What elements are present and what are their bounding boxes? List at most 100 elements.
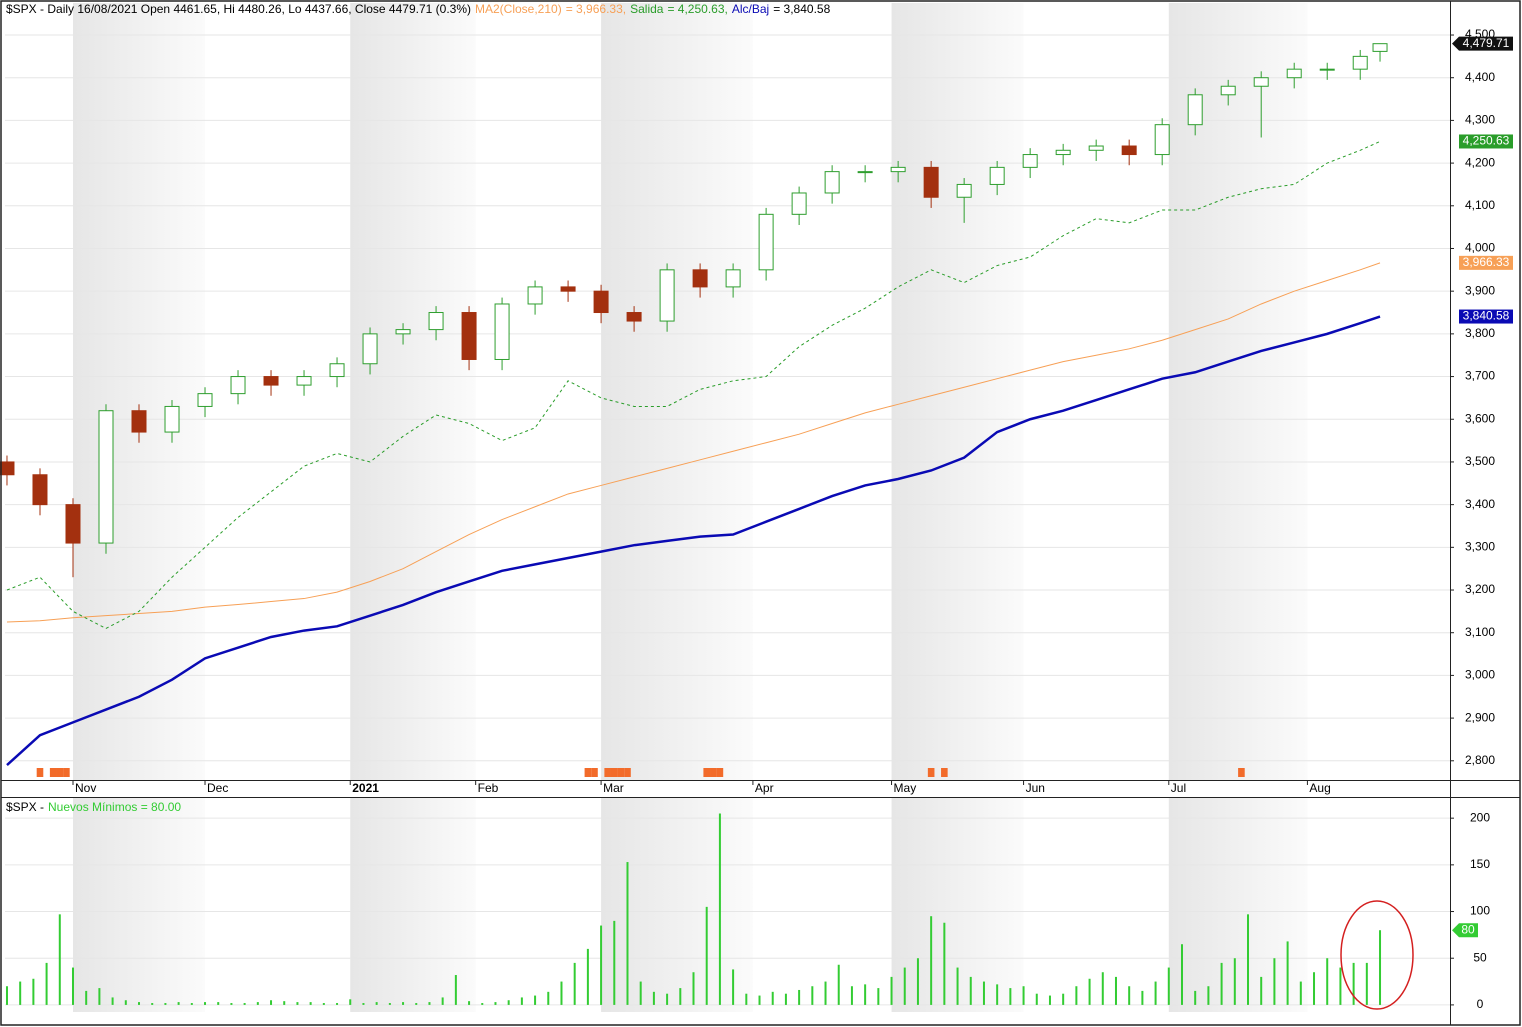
- bar: [270, 1000, 273, 1005]
- bar: [1247, 914, 1250, 1005]
- header-text: Salida: [630, 2, 664, 16]
- candle-body: [131, 410, 147, 433]
- y-tick-label: 3,100: [1465, 625, 1495, 639]
- bar: [679, 988, 682, 1005]
- bar: [798, 989, 801, 1005]
- signal-marker: [927, 768, 935, 777]
- signal-marker: [49, 768, 57, 777]
- bar: [982, 981, 985, 1005]
- bar: [1114, 976, 1117, 1005]
- bar: [996, 984, 999, 1005]
- bar: [652, 991, 655, 1005]
- bar: [85, 990, 88, 1005]
- bar: [520, 997, 523, 1005]
- bar: [718, 813, 721, 1005]
- candle-body: [824, 171, 840, 194]
- bar: [217, 1002, 220, 1005]
- month-shade: [350, 3, 476, 780]
- signal-marker: [36, 768, 44, 777]
- y-tick-label: 3,700: [1465, 369, 1495, 383]
- y-tick-label: 3,300: [1465, 539, 1495, 553]
- bar: [877, 988, 880, 1005]
- bar: [402, 1002, 405, 1005]
- header-text: = 3,840.58: [773, 2, 830, 16]
- bar: [71, 967, 74, 1005]
- bar: [1035, 993, 1038, 1005]
- candle-body: [890, 166, 906, 173]
- y-tick-label: 50: [1473, 950, 1487, 964]
- x-tick-label: Apr: [755, 781, 774, 795]
- month-shade: [1168, 3, 1308, 780]
- signal-marker: [591, 768, 598, 777]
- y-tick-label: 2,900: [1465, 710, 1495, 724]
- candle-body: [296, 376, 312, 386]
- bar: [296, 1002, 299, 1005]
- bar: [1365, 962, 1368, 1005]
- bar: [309, 1002, 312, 1005]
- x-tick-label: Aug: [1309, 781, 1330, 795]
- bar: [850, 986, 853, 1005]
- y-tick-label: 3,000: [1465, 668, 1495, 682]
- candle-body: [263, 376, 279, 386]
- bar: [375, 1002, 378, 1005]
- bar: [1048, 995, 1051, 1005]
- last-value-box: [1459, 255, 1513, 270]
- bar: [666, 993, 669, 1005]
- bar: [547, 991, 550, 1005]
- last-price-label: 4,479.71: [1463, 36, 1510, 50]
- header-text: = 3,966.33,: [566, 2, 626, 16]
- signal-marker: [604, 768, 611, 777]
- y-tick-label: 100: [1470, 904, 1490, 918]
- candle-body: [1121, 145, 1137, 156]
- x-tick-label: Feb: [478, 781, 499, 795]
- y-tick-label: 200: [1470, 810, 1490, 824]
- candle-body: [428, 312, 444, 331]
- candle-body: [1253, 77, 1269, 87]
- bar: [758, 995, 761, 1005]
- bar: [837, 964, 840, 1005]
- bar: [1326, 958, 1329, 1005]
- bar: [5, 986, 8, 1005]
- x-tick-label: Nov: [75, 781, 96, 795]
- bar: [1339, 967, 1342, 1005]
- candle-body: [1022, 154, 1038, 168]
- bar: [151, 1003, 154, 1005]
- header-text: $SPX - Daily 16/08/2021 Open 4461.65, Hi…: [6, 2, 471, 16]
- bar: [138, 1002, 141, 1005]
- candle-body: [1286, 68, 1302, 79]
- bar: [111, 997, 114, 1005]
- candle-body: [461, 312, 477, 360]
- last-value-label: 80: [1461, 922, 1475, 936]
- header-text: = 4,250.63,: [667, 2, 727, 16]
- bar: [454, 975, 457, 1005]
- y-tick-label: 3,800: [1465, 326, 1495, 340]
- y-tick-label: 4,100: [1465, 198, 1495, 212]
- bar: [930, 916, 933, 1005]
- signal-marker: [1238, 768, 1245, 777]
- month-shade: [601, 3, 753, 780]
- candle-body: [98, 410, 114, 544]
- header-text: MA2(Close,210): [475, 2, 562, 16]
- bar: [19, 981, 22, 1005]
- candle-body: [1352, 55, 1368, 70]
- y-tick-label: 3,900: [1465, 283, 1495, 297]
- signal-marker: [610, 768, 618, 777]
- bar: [1141, 990, 1144, 1005]
- bar: [824, 981, 827, 1005]
- bar: [956, 967, 959, 1005]
- candle-body: [164, 405, 180, 433]
- signal-marker: [624, 768, 631, 777]
- bar: [230, 1003, 233, 1005]
- y-tick-label: 4,300: [1465, 113, 1495, 127]
- y-tick-label: 0: [1477, 997, 1484, 1011]
- bar: [243, 1003, 246, 1005]
- x-tick-label: Jul: [1171, 781, 1186, 795]
- signal-marker: [716, 768, 724, 777]
- signal-marker: [56, 768, 64, 777]
- bar: [1313, 972, 1316, 1005]
- month-shade: [1168, 798, 1308, 1012]
- bar: [771, 991, 774, 1005]
- candle-body: [626, 312, 642, 322]
- bar: [692, 972, 695, 1005]
